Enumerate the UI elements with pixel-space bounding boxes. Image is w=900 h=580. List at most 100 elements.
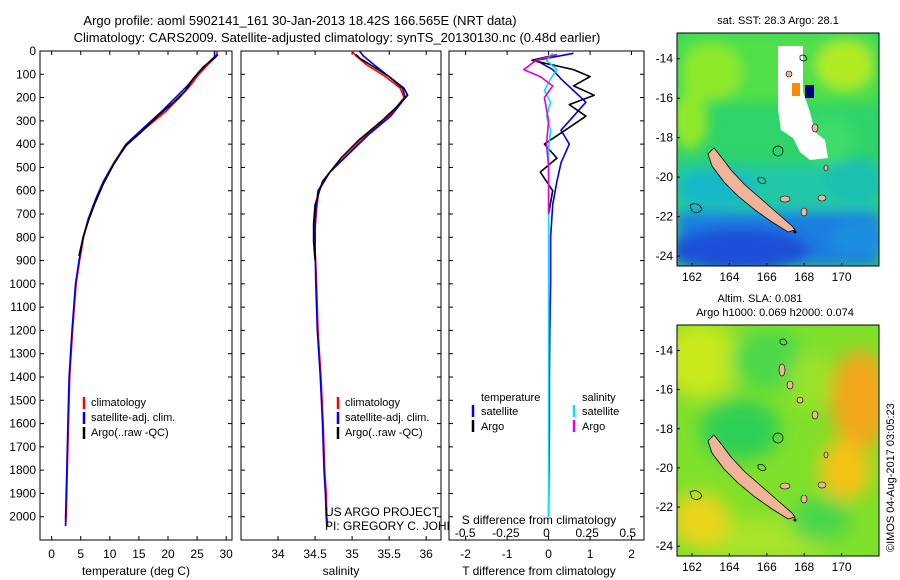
depth-tick-label: 200 <box>16 91 36 105</box>
depth-tick-label: 1600 <box>9 417 36 431</box>
difference-axes-frame <box>448 50 645 541</box>
legend-label-climatology: climatology <box>91 397 147 409</box>
depth-tick-label: 1500 <box>9 393 36 407</box>
legend-label-argo: Argo(..raw -QC) <box>91 427 169 439</box>
islands <box>779 70 829 217</box>
lat-tick-label: -20 <box>656 461 674 475</box>
x-tick-label: 5 <box>77 547 84 561</box>
lon-tick-label: 162 <box>682 560 702 574</box>
lon-tick-label: 168 <box>794 560 814 574</box>
depth-tick-label: 1700 <box>9 440 36 454</box>
sat-sst-marker <box>805 85 814 98</box>
depth-tick-label: 2000 <box>9 510 36 524</box>
x-tick-label: 0 <box>545 547 552 561</box>
depth-tick-label: 700 <box>16 207 36 221</box>
x-tick-label: 25 <box>190 547 204 561</box>
depth-tick-label: 300 <box>16 114 36 128</box>
series-argo-t <box>531 53 596 215</box>
lat-tick-label: -16 <box>656 91 674 105</box>
pi-annotation: PI: GREGORY C. JOHNSON <box>325 519 481 533</box>
x-tick-label: 15 <box>132 547 146 561</box>
sla-field <box>677 325 879 556</box>
x-tick-label: -1 <box>502 547 513 561</box>
argo-sst-marker <box>792 83 800 96</box>
legend-label-climatology: climatology <box>345 397 401 409</box>
argo-position-dot <box>793 230 797 234</box>
temperature-legend: climatology satellite-adj. clim. Argo(..… <box>82 397 175 439</box>
x-tick-label: -2 <box>460 547 471 561</box>
figure-title-line1: Argo profile: aoml 5902141_161 30-Jan-20… <box>83 13 516 28</box>
s-diff-tick-label: 0 <box>543 526 550 540</box>
s-difference-label: S difference from climatology <box>462 513 617 527</box>
sla-map-title-line1: Altim. SLA: 0.081 <box>718 293 803 305</box>
lat-tick-label: -14 <box>656 343 674 357</box>
series-satellite-s <box>543 52 558 517</box>
lon-tick-label: 164 <box>719 560 739 574</box>
new-caledonia-land-sla <box>707 434 796 520</box>
x-tick-label: 36 <box>420 547 434 561</box>
series-satellite-t <box>535 52 587 517</box>
depth-tick-label: 1100 <box>10 300 36 314</box>
lat-tick-label: -18 <box>656 131 674 145</box>
salinity-xlabel: salinity <box>323 564 360 578</box>
x-tick-label: 30 <box>220 547 234 561</box>
s-diff-tick-label: 0.25 <box>575 526 599 540</box>
x-tick-label: 10 <box>103 547 117 561</box>
x-tick-label: 1 <box>587 547 594 561</box>
x-tick-label: 2 <box>628 547 635 561</box>
salinity-axes-frame <box>240 50 442 541</box>
legend-label-argo: Argo(..raw -QC) <box>345 427 423 439</box>
sla-map-title-line2: Argo h1000: 0.069 h2000: 0.074 <box>696 307 854 319</box>
lat-tick-label: -22 <box>656 500 674 514</box>
depth-tick-label: 1000 <box>9 277 36 291</box>
depth-tick-label: 1800 <box>9 463 36 477</box>
s-diff-tick-label: -0.25 <box>492 526 520 540</box>
depth-tick-label: 0 <box>29 44 36 58</box>
x-tick-label: 35 <box>345 547 359 561</box>
series-argo-s <box>522 53 558 214</box>
depth-tick-label: 800 <box>16 230 36 244</box>
legend-label-satellite-s: satellite <box>582 406 619 418</box>
lon-tick-label: 162 <box>682 270 702 284</box>
sst-field <box>677 33 879 266</box>
x-tick-label: 0 <box>48 547 55 561</box>
x-tick-label: 34 <box>271 547 285 561</box>
legend-label-satellite: satellite-adj. clim. <box>91 412 175 424</box>
new-caledonia-land <box>707 147 796 233</box>
lat-tick-label: -14 <box>656 52 674 66</box>
legend-header-salinity: salinity <box>582 392 616 404</box>
sst-map-title: sat. SST: 28.3 Argo: 28.1 <box>717 15 839 27</box>
legend-label-satellite: satellite-adj. clim. <box>345 412 429 424</box>
depth-tick-label: 500 <box>16 160 36 174</box>
legend-label-argo-s: Argo <box>582 421 605 433</box>
t-difference-label: T difference from climatology <box>462 564 616 578</box>
legend-label-satellite-t: satellite <box>481 406 518 418</box>
project-annotation: US ARGO PROJECT <box>325 505 440 519</box>
lat-tick-label: -22 <box>656 210 674 224</box>
x-tick-label: 20 <box>161 547 175 561</box>
lon-tick-label: 170 <box>832 270 852 284</box>
islands-sla <box>778 363 829 504</box>
argo-position-dot-sla <box>793 518 797 522</box>
lon-tick-label: 166 <box>757 560 777 574</box>
sst-map-frame <box>676 32 880 267</box>
lat-tick-label: -20 <box>656 170 674 184</box>
depth-tick-label: 1900 <box>9 486 36 500</box>
depth-tick-label: 1200 <box>9 323 36 337</box>
lat-tick-label: -24 <box>656 249 674 263</box>
lon-tick-label: 170 <box>832 560 852 574</box>
difference-legend: temperature salinity satellite Argo sate… <box>471 392 619 433</box>
series-argo <box>78 53 219 257</box>
figure-title-line2: Climatology: CARS2009. Satellite-adjuste… <box>74 30 601 45</box>
salinity-panel: 34 34.5 35 35.5 36 salinity climatology sate… <box>240 50 481 578</box>
s-diff-tick-label: -0.5 <box>455 526 476 540</box>
reef-outlines-sla <box>689 338 788 500</box>
depth-tick-label: 1300 <box>9 347 36 361</box>
x-tick-label: 35.5 <box>377 547 401 561</box>
lat-tick-label: -18 <box>656 422 674 436</box>
difference-panel: -2 -1 0 1 2 S difference from climatology -0… <box>448 50 645 578</box>
depth-tick-label: 100 <box>16 67 36 81</box>
s-diff-tick-label: 0.5 <box>619 526 636 540</box>
reef-outlines <box>689 54 808 213</box>
